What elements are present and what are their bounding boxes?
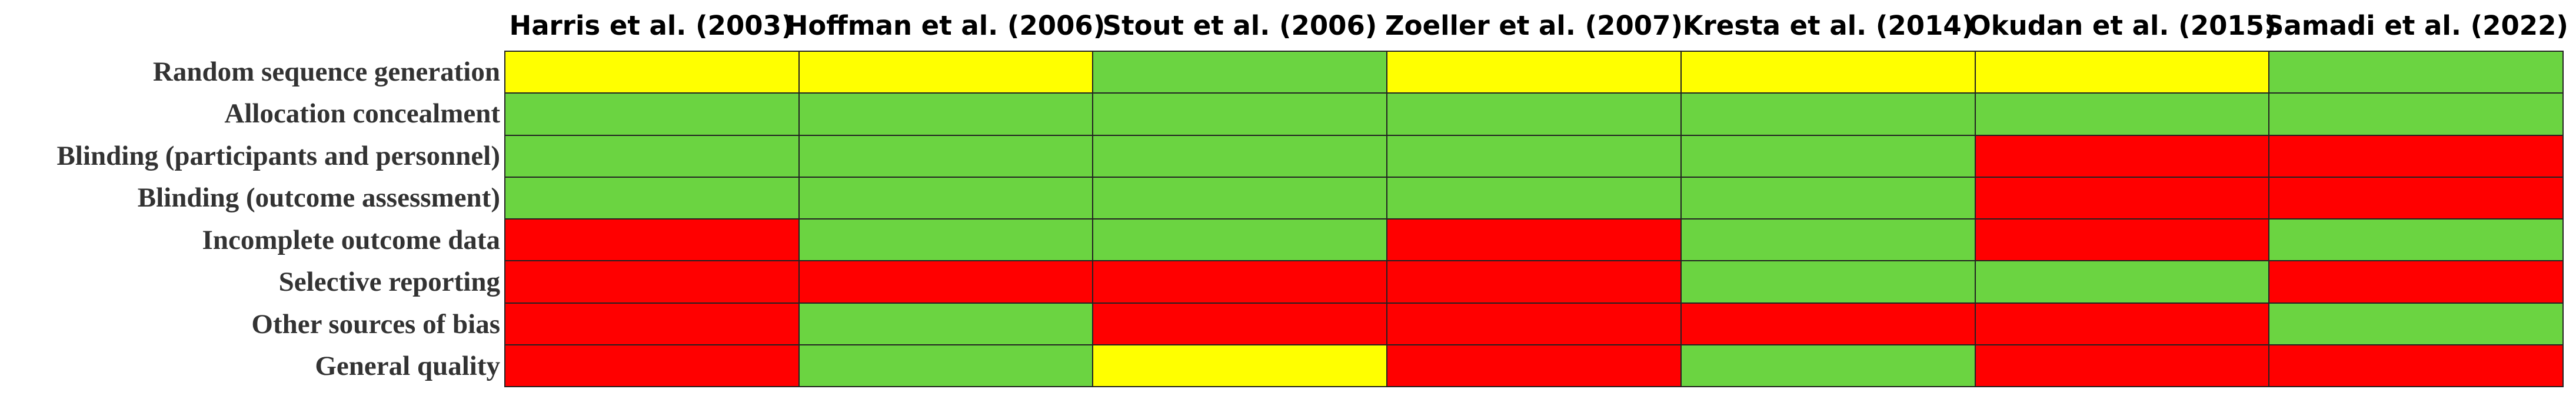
rating-cell-red [1975,220,2270,262]
rating-cell-green [799,345,1094,387]
rating-cell-green [1681,345,1976,387]
rating-cell-red [1387,345,1682,387]
row-label: Incomplete outcome data [202,224,500,255]
rating-cell-red [1975,303,2270,345]
rating-cell-green [1093,177,1388,220]
rating-cell-red [505,303,800,345]
rating-cell-red [505,261,800,304]
row-label: Random sequence generation [152,56,500,87]
row-label: Selective reporting [278,267,500,298]
rating-cell-green [1681,261,1976,304]
rating-cell-red [1975,345,2270,387]
column-header: Stout et al. (2006) [1102,9,1377,41]
rating-cell-green [799,177,1094,220]
rating-cell-green [505,94,800,136]
column-header: Samadi et al. (2022) [2265,9,2568,41]
rating-cell-green [1681,135,1976,178]
risk-of-bias-grid [504,51,2564,387]
rating-cell-yellow [1387,52,1682,94]
column-header: Hoffman et al. (2006) [786,9,1106,41]
rating-cell-green [1093,52,1388,94]
rating-cell-yellow [1975,52,2270,94]
rating-cell-red [505,220,800,262]
rating-cell-red [2269,135,2564,178]
rating-cell-green [1387,94,1682,136]
rating-cell-green [505,135,800,178]
rating-cell-red [2269,177,2564,220]
rating-cell-red [2269,261,2564,304]
rating-cell-green [1975,94,2270,136]
rating-cell-red [1387,220,1682,262]
rating-cell-green [1093,94,1388,136]
rating-cell-green [2269,220,2564,262]
rating-cell-green [799,135,1094,178]
rating-cell-yellow [505,52,800,94]
rating-cell-yellow [1681,52,1976,94]
rating-cell-green [1681,94,1976,136]
rating-cell-yellow [799,52,1094,94]
rating-cell-green [2269,303,2564,345]
rating-cell-red [1093,303,1388,345]
column-header: Kresta et al. (2014) [1682,9,1974,41]
rating-cell-red [505,345,800,387]
rating-cell-green [799,94,1094,136]
row-label: Allocation concealment [224,98,500,129]
rating-cell-green [1681,177,1976,220]
rating-cell-green [505,177,800,220]
rating-cell-red [1681,303,1976,345]
rating-cell-red [1387,261,1682,304]
column-header: Okudan et al. (2015) [1968,9,2277,41]
rating-cell-green [1387,177,1682,220]
column-header: Harris et al. (2003) [509,9,794,41]
rating-cell-green [799,303,1094,345]
rating-cell-green [799,220,1094,262]
rating-cell-green [1093,220,1388,262]
rating-cell-red [1975,135,2270,178]
row-label: Blinding (outcome assessment) [137,182,500,214]
row-label: General quality [315,351,500,382]
rating-cell-red [1975,177,2270,220]
rating-cell-red [1387,303,1682,345]
row-label: Other sources of bias [251,308,500,340]
rating-cell-red [1093,261,1388,304]
rating-cell-green [1387,135,1682,178]
rating-cell-green [1975,261,2270,304]
rating-cell-green [2269,94,2564,136]
column-header: Zoeller et al. (2007) [1385,9,1683,41]
rating-cell-green [1681,220,1976,262]
row-label: Blinding (participants and personnel) [56,140,500,171]
rating-cell-green [2269,52,2564,94]
rating-cell-yellow [1093,345,1388,387]
rating-cell-red [2269,345,2564,387]
rating-cell-green [1093,135,1388,178]
rating-cell-red [799,261,1094,304]
